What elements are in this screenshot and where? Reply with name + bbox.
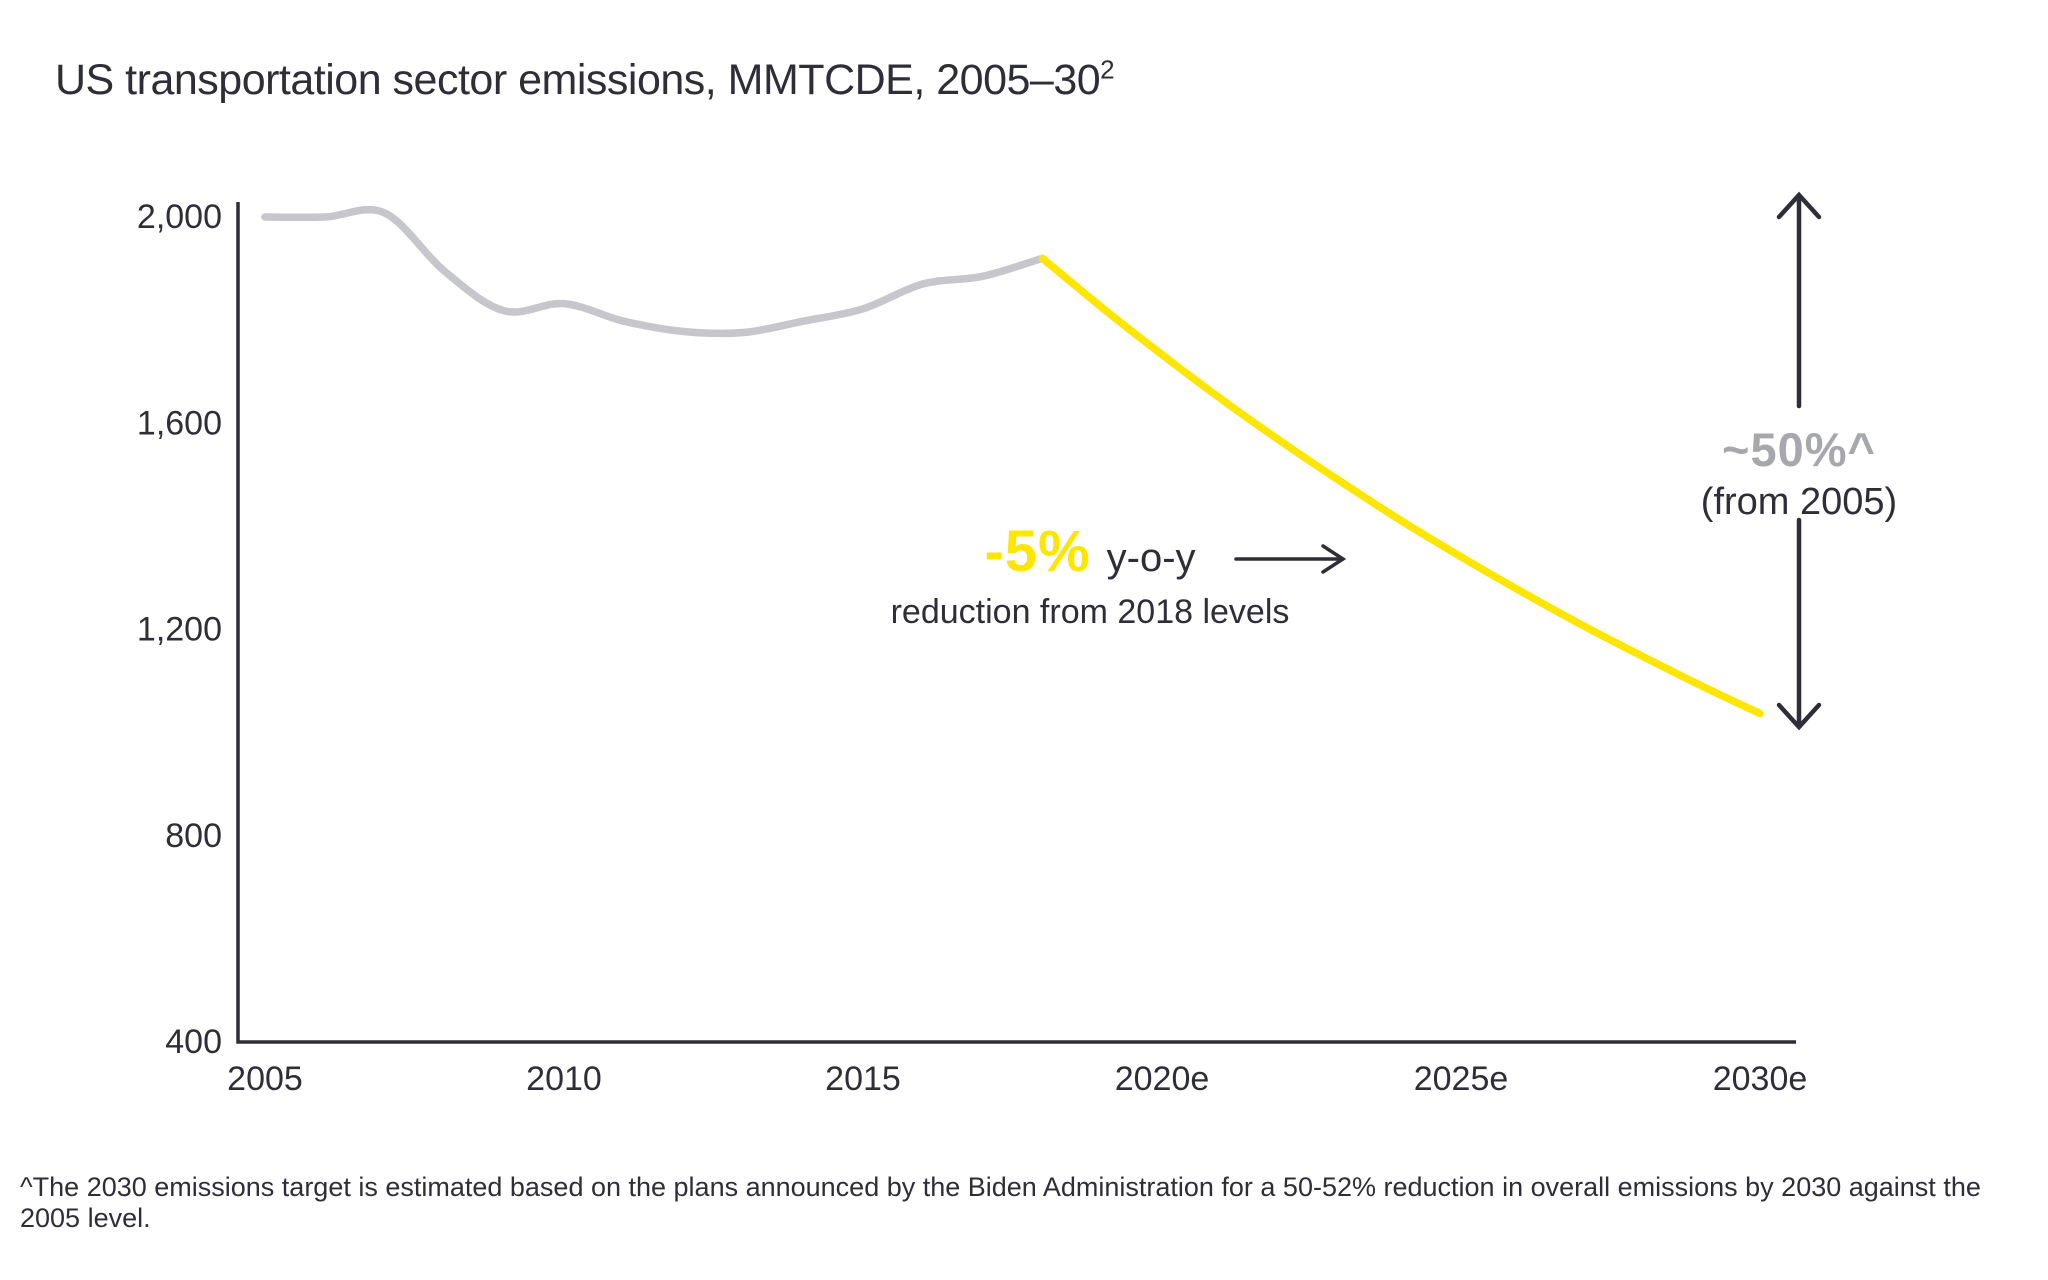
y-tick-label: 1,600 [137,404,222,442]
range-arrow-down-icon [1776,517,1822,731]
yoy-suffix: y-o-y [1106,536,1196,580]
range-arrow-up-icon [1776,191,1822,409]
total-reduction-value: ~50%^ [1722,423,1876,476]
projected-emissions-line [1038,254,1764,718]
yoy-value: -5% [984,519,1091,584]
chart-title-superscript: 2 [1100,54,1115,85]
total-reduction-annotation: ~50%^ (from 2005) [1664,422,1934,524]
x-tick-label: 2025e [1414,1060,1509,1098]
y-tick-label: 400 [165,1023,222,1061]
total-reduction-baseline: (from 2005) [1700,481,1898,523]
x-tick-label: 2030e [1713,1060,1808,1098]
yoy-reduction-annotation: -5% y-o-y reduction from 2018 levels [860,518,1320,632]
yoy-annotation-line2: reduction from 2018 levels [890,593,1290,631]
axes [236,202,1796,1044]
y-tick-label: 1,200 [137,611,222,649]
yoy-arrow-icon [1234,544,1347,574]
footnote: ^The 2030 emissions target is estimated … [20,1172,1981,1233]
yoy-annotation-line1: -5% y-o-y [860,518,1320,585]
x-tick-label: 2020e [1115,1060,1210,1098]
y-axis-tick-labels: 2,000 1,600 1,200 800 400 [137,198,222,1061]
x-tick-label: 2010 [526,1060,602,1098]
historical-emissions-line [261,205,1047,338]
y-tick-label: 800 [165,817,222,855]
x-tick-label: 2015 [825,1060,901,1098]
chart-title-text: US transportation sector emissions, MMTC… [55,56,1101,104]
x-tick-label: 2005 [227,1060,303,1098]
chart-title: US transportation sector emissions, MMTC… [55,54,1115,105]
x-axis-tick-labels: 2005 2010 2015 2020e 2025e 2030e [227,1060,1807,1098]
y-tick-label: 2,000 [137,198,222,236]
